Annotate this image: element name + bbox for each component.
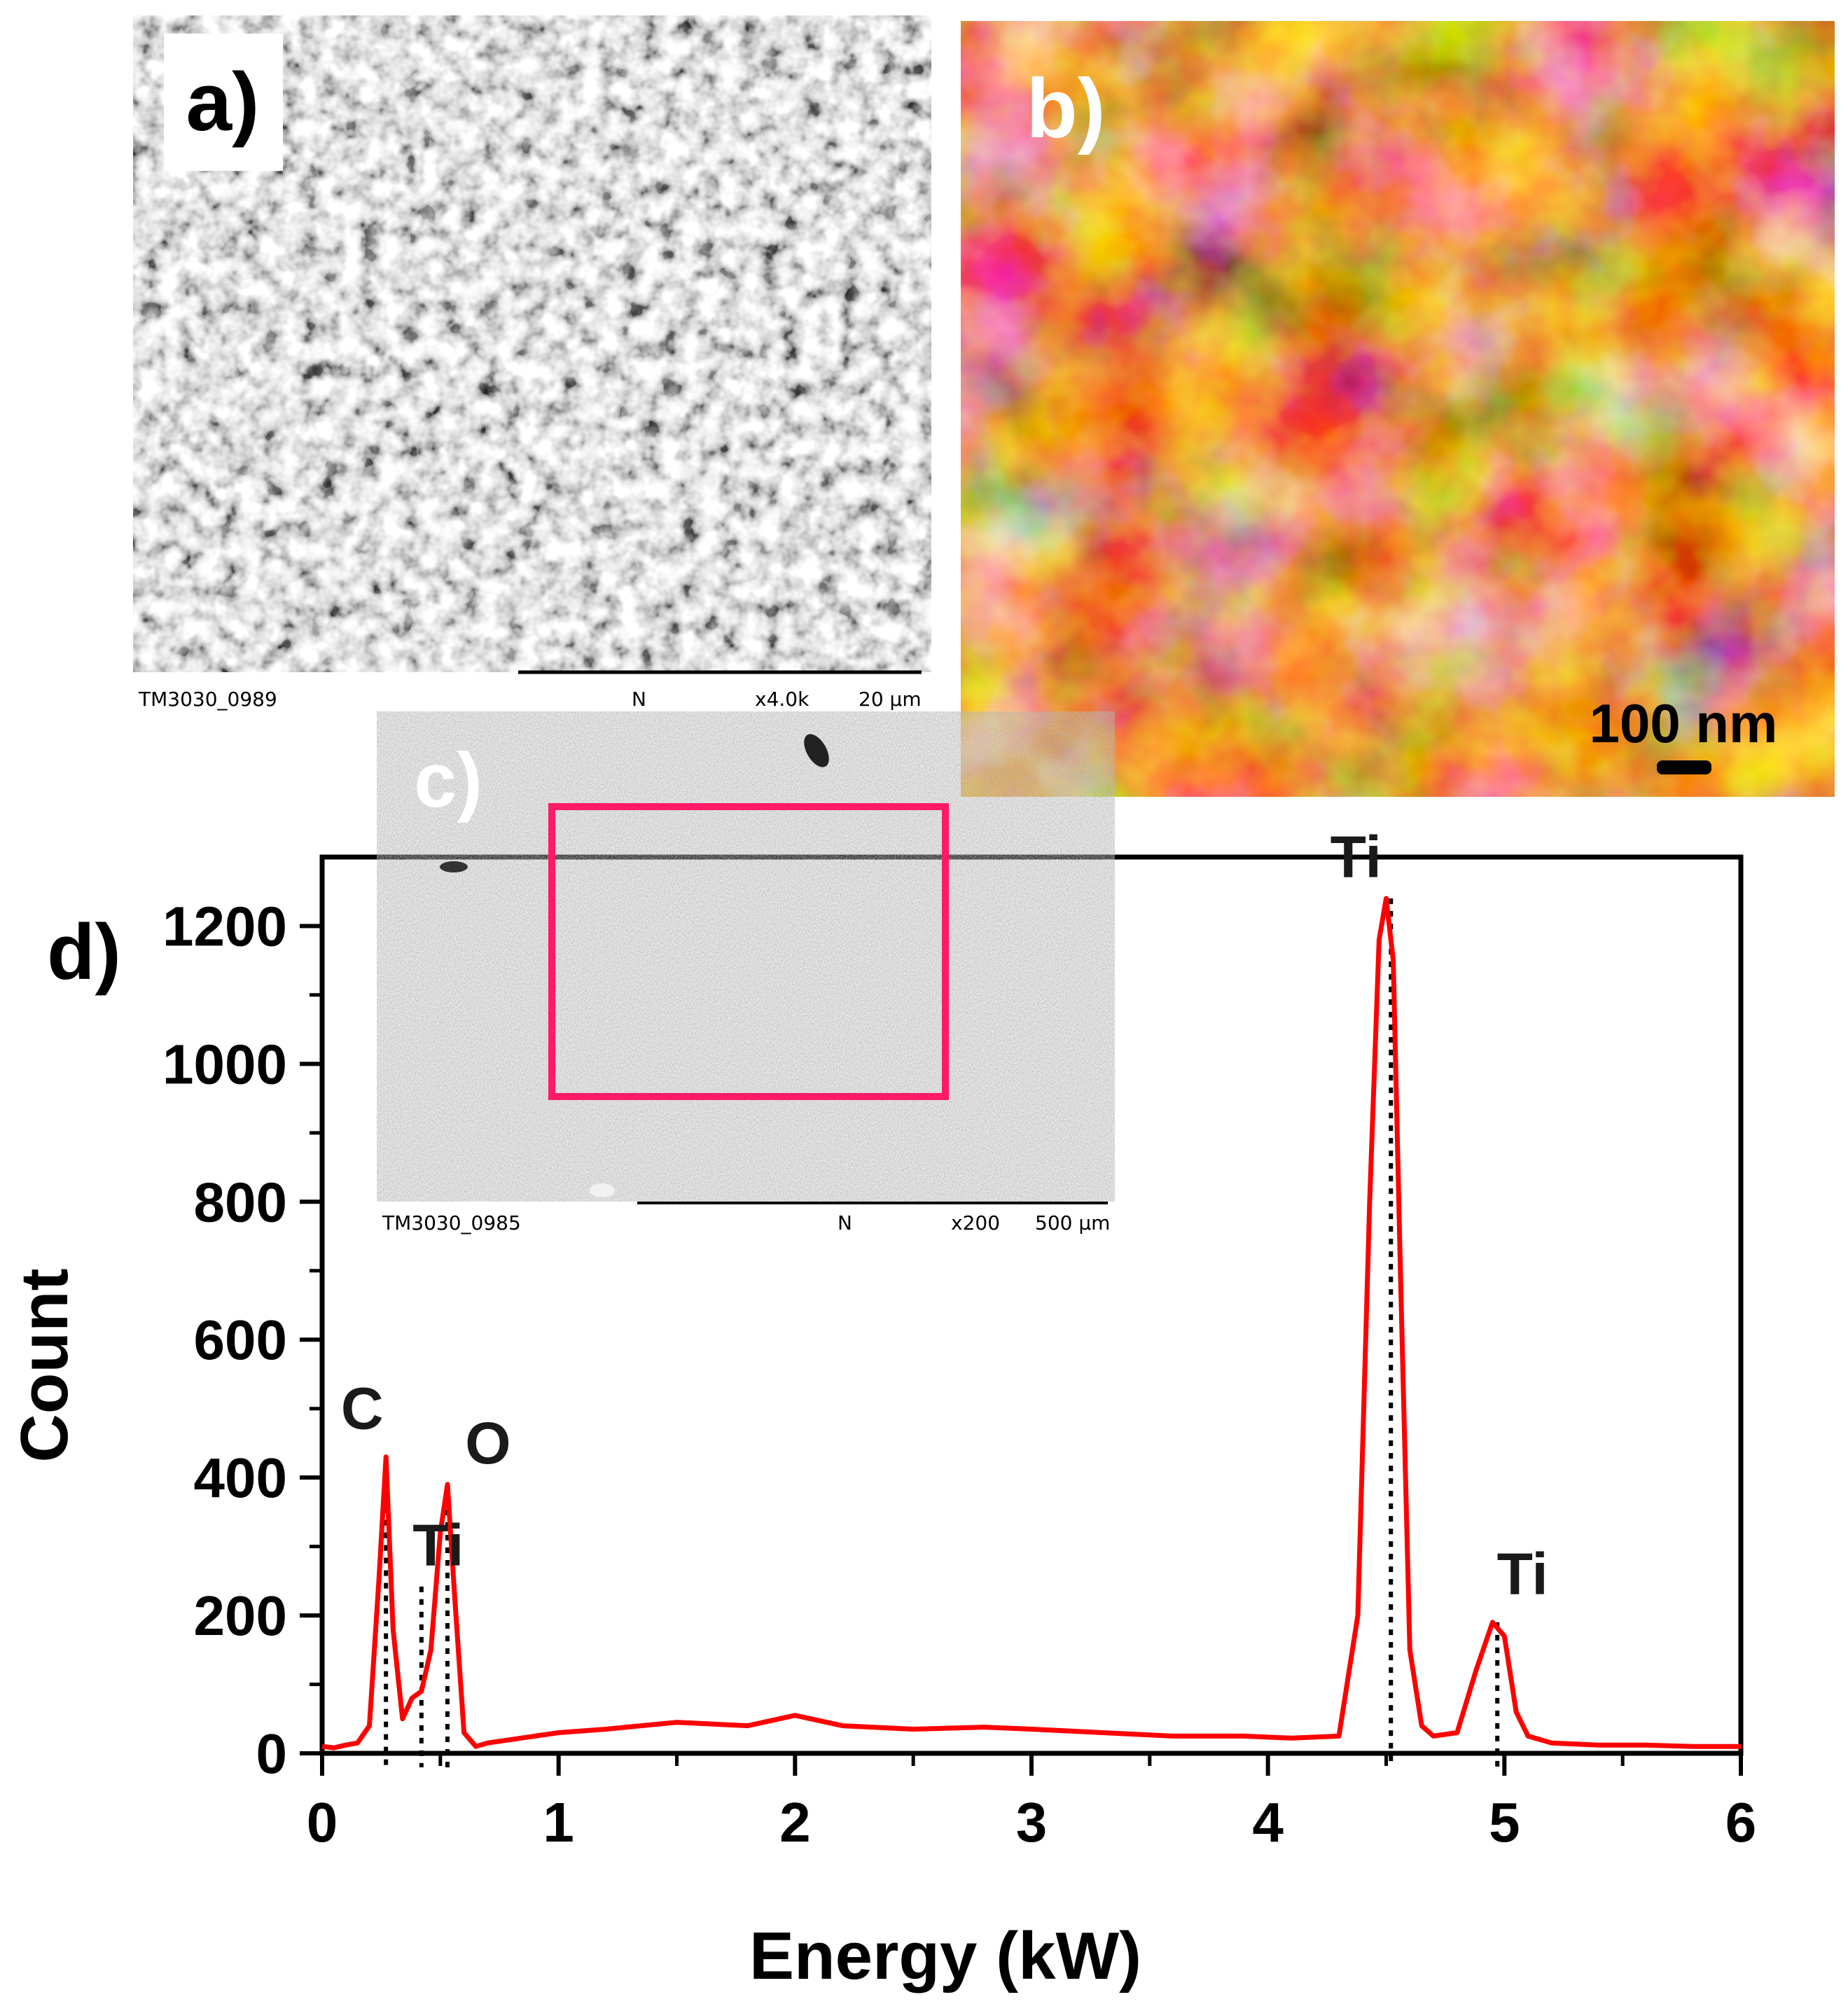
panel-d-label: d) xyxy=(47,908,121,996)
y-tick-label: 800 xyxy=(194,1171,287,1233)
panel-c-caption-mag: x200 xyxy=(951,1211,1000,1234)
panel-a-caption-mag: x4.0k xyxy=(755,688,810,711)
panel-c-particle xyxy=(590,1183,615,1197)
peak-label: Ti xyxy=(412,1512,464,1578)
panel-a: a) TM3030_0989 N x4.0k 20 µm xyxy=(133,15,931,711)
peak-label: C xyxy=(341,1376,384,1442)
panel-c-particle xyxy=(804,734,829,767)
x-axis-title: Energy (kW) xyxy=(749,1919,1141,1993)
panel-a-caption-mode: N xyxy=(632,688,646,711)
x-tick-label: 6 xyxy=(1725,1791,1757,1853)
x-tick-label: 3 xyxy=(1016,1791,1048,1853)
panel-b-scale-bar xyxy=(1657,760,1711,774)
panel-c-label: c) xyxy=(414,737,482,823)
peak-label: Ti xyxy=(1331,824,1382,890)
x-tick-label: 1 xyxy=(543,1791,574,1853)
y-axis-title: Count xyxy=(7,1268,82,1462)
x-tick-label: 2 xyxy=(779,1791,811,1853)
panel-b-afm-image xyxy=(961,21,1835,797)
panel-a-caption-scale: 20 µm xyxy=(859,688,922,711)
panel-c-particle xyxy=(440,861,468,872)
y-tick-label: 0 xyxy=(256,1723,288,1785)
y-tick-label: 600 xyxy=(194,1309,287,1371)
peak-label: O xyxy=(465,1410,510,1476)
x-tick-label: 4 xyxy=(1252,1791,1284,1853)
x-tick-label: 0 xyxy=(307,1791,338,1853)
eds-spectrum-line xyxy=(321,896,1741,1751)
panel-c-analysis-box xyxy=(548,803,949,1100)
peak-label: Ti xyxy=(1497,1541,1548,1607)
panel-b-label: b) xyxy=(1026,62,1105,155)
panel-a-caption-id: TM3030_0989 xyxy=(138,688,277,711)
y-tick-label: 1000 xyxy=(162,1033,287,1095)
panel-a-label-box xyxy=(164,34,283,171)
panel-c-caption-mode: N xyxy=(838,1211,852,1234)
panel-b: b) 100 nm xyxy=(961,21,1835,797)
x-axis-ticks: 0 1 2 3 4 5 6 xyxy=(307,1753,1757,1853)
panel-c-micrograph xyxy=(377,711,1115,1202)
y-tick-label: 1200 xyxy=(162,895,287,957)
y-axis-ticks: 0 200 400 600 800 1000 1200 xyxy=(162,895,322,1785)
panel-b-scale-text: 100 nm xyxy=(1590,693,1778,754)
panel-c: c) TM3030_0985 N x200 500 µm xyxy=(377,711,1115,1234)
panel-a-label: a) xyxy=(186,56,260,148)
x-tick-label: 5 xyxy=(1489,1791,1520,1853)
panel-c-caption-id: TM3030_0985 xyxy=(382,1211,521,1234)
y-tick-label: 200 xyxy=(194,1585,287,1647)
panel-c-caption-scale: 500 µm xyxy=(1035,1211,1110,1234)
y-tick-label: 400 xyxy=(194,1447,287,1509)
